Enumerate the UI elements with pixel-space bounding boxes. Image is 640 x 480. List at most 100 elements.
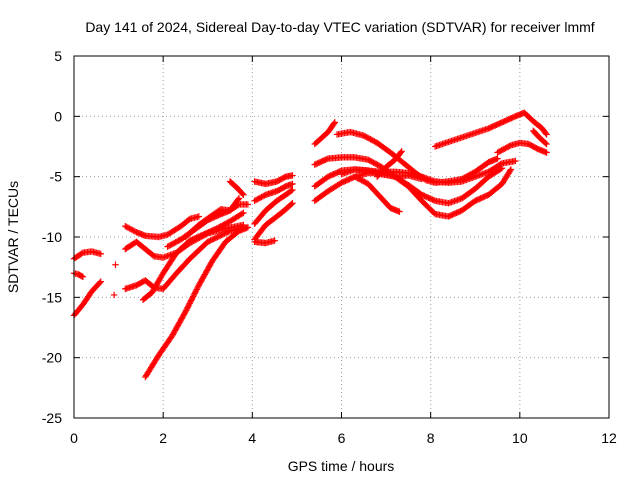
data-point <box>207 237 214 244</box>
data-point <box>251 197 258 204</box>
data-point <box>185 301 193 309</box>
data-point <box>194 284 201 292</box>
series-arc-01 <box>70 248 104 262</box>
data-point <box>78 273 86 280</box>
x-tick-label: 6 <box>338 430 346 446</box>
data-points <box>70 109 550 381</box>
data-point <box>222 229 230 237</box>
data-point <box>190 293 197 300</box>
data-point <box>430 196 437 204</box>
data-point <box>130 227 137 234</box>
data-point <box>123 223 130 231</box>
data-point <box>397 149 404 156</box>
series-arc-18 <box>251 237 278 247</box>
data-point <box>418 175 425 183</box>
data-point <box>398 148 405 155</box>
x-tick-label: 0 <box>70 430 78 446</box>
data-point <box>494 155 501 162</box>
y-tick-label: -5 <box>50 169 63 185</box>
data-point <box>182 308 189 316</box>
data-point <box>543 131 550 138</box>
data-point <box>235 195 243 202</box>
data-point <box>212 234 220 241</box>
series-arc-16 <box>251 186 296 227</box>
data-point <box>194 283 202 290</box>
series-arc-04 <box>112 261 119 268</box>
series-arc-26 <box>373 148 405 180</box>
data-point <box>255 195 262 202</box>
data-point <box>396 208 403 215</box>
series-arc-09 <box>142 224 252 381</box>
data-point <box>192 287 200 295</box>
data-point <box>225 228 232 235</box>
series-arc-06 <box>122 213 203 241</box>
data-point <box>97 250 104 258</box>
y-tick-label: -15 <box>42 289 62 305</box>
data-point <box>254 196 261 203</box>
data-point <box>187 297 195 304</box>
series-arc-02 <box>70 270 87 281</box>
data-point <box>218 231 225 239</box>
data-point <box>210 235 217 243</box>
data-point <box>271 237 278 244</box>
data-point <box>289 172 296 179</box>
series-arc-14 <box>251 172 296 188</box>
data-point <box>129 226 136 234</box>
data-point <box>259 193 267 200</box>
x-tick-label: 4 <box>248 430 256 446</box>
y-tick-label: -25 <box>42 410 62 426</box>
data-point <box>506 142 513 150</box>
x-tick-label: 8 <box>427 430 435 446</box>
data-point <box>195 213 203 220</box>
data-point <box>512 157 519 165</box>
data-point <box>124 224 132 231</box>
data-point <box>240 191 247 198</box>
data-point <box>330 120 338 127</box>
data-point <box>112 261 119 268</box>
chart-title: Day 141 of 2024, Sidereal Day-to-day VTE… <box>85 19 594 35</box>
series-arc-13 <box>226 178 247 198</box>
data-point <box>127 225 135 233</box>
series-arc-10 <box>139 209 247 303</box>
data-point <box>208 236 216 243</box>
series-arc-03 <box>70 278 104 319</box>
x-tick-label: 2 <box>159 430 167 446</box>
series-arc-17 <box>251 200 296 243</box>
data-point <box>186 300 193 307</box>
data-point <box>289 186 296 194</box>
data-point <box>126 225 133 232</box>
data-point <box>507 166 515 173</box>
y-tick-label: -10 <box>42 229 62 245</box>
data-point <box>224 229 231 236</box>
data-point <box>542 139 549 147</box>
data-point <box>288 201 295 208</box>
series-arc-23 <box>311 166 515 220</box>
series-arc-29 <box>530 127 550 148</box>
series-arc-05 <box>110 291 118 299</box>
data-point <box>193 286 200 293</box>
data-point <box>289 180 296 188</box>
data-point <box>185 303 192 310</box>
data-point <box>96 279 103 286</box>
data-point <box>331 119 339 126</box>
data-point <box>288 187 295 194</box>
series-arc-19 <box>311 119 339 148</box>
x-tick-label: 10 <box>512 430 528 446</box>
data-point <box>244 224 252 231</box>
axis-ticks <box>73 55 610 419</box>
y-tick-label: -20 <box>42 350 62 366</box>
x-axis-label: GPS time / hours <box>288 458 395 474</box>
data-point <box>182 307 190 314</box>
data-point <box>219 231 227 238</box>
data-point <box>184 304 191 311</box>
data-point <box>239 190 246 197</box>
series-arc-12 <box>182 195 243 241</box>
data-point <box>215 233 223 240</box>
data-point <box>204 238 211 246</box>
data-point <box>506 167 514 174</box>
data-point <box>258 193 265 201</box>
data-point <box>192 289 199 296</box>
data-point <box>110 291 118 299</box>
data-point <box>543 149 550 156</box>
